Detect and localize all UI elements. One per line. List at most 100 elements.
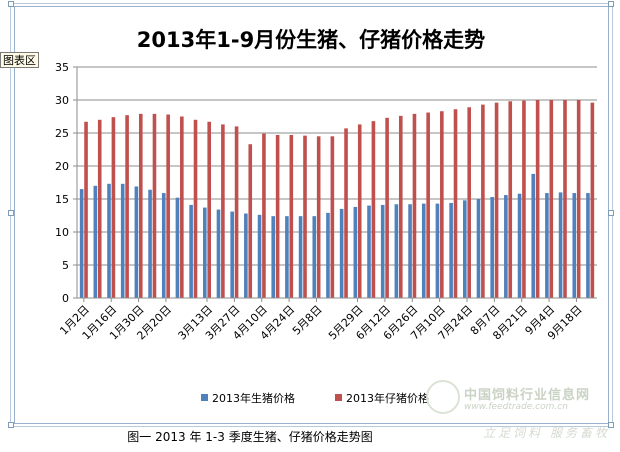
figure-caption: 图一 2013 年 1-3 季度生猪、仔猪价格走势图 bbox=[127, 430, 373, 444]
bar-live-pig[interactable] bbox=[120, 183, 125, 298]
bar-live-pig[interactable] bbox=[93, 185, 98, 298]
bar-piglet[interactable] bbox=[508, 101, 513, 298]
y-tick-label: 10 bbox=[55, 226, 69, 239]
bar-piglet[interactable] bbox=[125, 115, 129, 299]
resize-handle-bottom-left[interactable] bbox=[8, 422, 14, 428]
bar-live-pig[interactable] bbox=[517, 193, 522, 298]
bar-live-pig[interactable] bbox=[203, 207, 207, 298]
bar-live-pig[interactable] bbox=[449, 202, 453, 298]
bar-live-pig[interactable] bbox=[408, 204, 412, 298]
bar-live-pig[interactable] bbox=[367, 205, 371, 298]
bar-piglet[interactable] bbox=[166, 114, 170, 299]
bar-piglet[interactable] bbox=[563, 100, 567, 298]
bar-piglet[interactable] bbox=[549, 100, 554, 298]
chart-area-tooltip: 图表区 bbox=[0, 52, 39, 68]
bar-live-pig[interactable] bbox=[189, 204, 193, 298]
bar-piglet[interactable] bbox=[97, 119, 102, 298]
bar-piglet[interactable] bbox=[453, 109, 458, 299]
bar-piglet[interactable] bbox=[221, 124, 225, 298]
bar-live-pig[interactable] bbox=[134, 186, 139, 298]
bar-piglet[interactable] bbox=[481, 104, 485, 299]
bar-live-pig[interactable] bbox=[490, 197, 494, 298]
bar-live-pig[interactable] bbox=[531, 173, 536, 298]
resize-handle-bottom-right[interactable] bbox=[608, 422, 614, 428]
bar-piglet[interactable] bbox=[234, 126, 239, 299]
legend-label: 2013年生猪价格 bbox=[212, 391, 295, 405]
bar-live-pig[interactable] bbox=[244, 213, 248, 298]
bar-piglet[interactable] bbox=[193, 119, 198, 298]
resize-handle-top-left[interactable] bbox=[8, 1, 14, 7]
bar-live-pig[interactable] bbox=[230, 211, 234, 298]
chart-title: 2013年1-9月份生猪、仔猪价格走势 bbox=[137, 28, 485, 52]
bar-piglet[interactable] bbox=[330, 136, 335, 298]
bar-live-pig[interactable] bbox=[476, 199, 481, 298]
bar-live-pig[interactable] bbox=[545, 193, 549, 298]
y-axis: 0 5 10 15 20 25 30 35 bbox=[55, 61, 78, 305]
bar-piglet[interactable] bbox=[275, 134, 280, 298]
bar-live-pig[interactable] bbox=[216, 209, 221, 298]
bar-piglet[interactable] bbox=[207, 121, 211, 298]
bar-live-pig[interactable] bbox=[79, 189, 84, 298]
bar-piglet[interactable] bbox=[440, 111, 444, 298]
y-tick-label: 20 bbox=[55, 160, 69, 173]
bar-piglet[interactable] bbox=[398, 115, 403, 298]
bar-piglet[interactable] bbox=[111, 117, 116, 298]
chart-area[interactable]: 2013年1-9月份生猪、仔猪价格走势 0 5 10 15 20 25 30 35 1月2日 1… bbox=[14, 6, 609, 424]
resize-handle-top-right[interactable] bbox=[608, 1, 614, 7]
bar-piglet[interactable] bbox=[522, 100, 526, 298]
bar-live-pig[interactable] bbox=[271, 216, 276, 298]
bar-live-pig[interactable] bbox=[175, 197, 180, 298]
bar-piglet[interactable] bbox=[248, 144, 253, 298]
bar-live-pig[interactable] bbox=[572, 193, 577, 298]
bar-live-pig[interactable] bbox=[285, 216, 289, 298]
y-tick-label: 15 bbox=[55, 193, 69, 206]
bar-piglet[interactable] bbox=[303, 135, 307, 298]
resize-handle-right[interactable] bbox=[608, 210, 614, 216]
bar-piglet[interactable] bbox=[180, 116, 184, 299]
bar-piglet[interactable] bbox=[316, 136, 321, 298]
bar-live-pig[interactable] bbox=[558, 192, 563, 298]
bar-piglet[interactable] bbox=[535, 100, 540, 298]
y-tick-label: 25 bbox=[55, 127, 69, 140]
resize-handle-left[interactable] bbox=[8, 210, 14, 216]
bar-piglet[interactable] bbox=[385, 117, 389, 298]
x-tick-label: 5月8日 bbox=[290, 303, 325, 338]
bar-piglet[interactable] bbox=[412, 113, 417, 298]
legend[interactable]: 2013年生猪价格 2013年仔猪价格 bbox=[201, 391, 429, 405]
bar-piglet[interactable] bbox=[371, 121, 376, 299]
bar-piglet[interactable] bbox=[289, 134, 294, 298]
bar-live-pig[interactable] bbox=[463, 200, 467, 298]
bar-live-pig[interactable] bbox=[380, 204, 385, 298]
bar-live-pig[interactable] bbox=[161, 193, 166, 298]
bar-live-pig[interactable] bbox=[312, 216, 317, 298]
legend-swatch bbox=[201, 394, 208, 401]
bar-piglet[interactable] bbox=[138, 113, 143, 298]
bar-piglet[interactable] bbox=[262, 133, 266, 298]
chart-svg: 2013年1-9月份生猪、仔猪价格走势 0 5 10 15 20 25 30 35 1月2日1… bbox=[55, 28, 597, 405]
legend-label: 2013年仔猪价格 bbox=[346, 391, 429, 405]
bar-piglet[interactable] bbox=[494, 102, 499, 298]
bar-live-pig[interactable] bbox=[586, 193, 590, 298]
bar-live-pig[interactable] bbox=[339, 208, 344, 298]
bar-live-pig[interactable] bbox=[421, 203, 426, 298]
bar-live-pig[interactable] bbox=[107, 183, 111, 298]
bar-piglet[interactable] bbox=[590, 102, 595, 298]
bar-piglet[interactable] bbox=[467, 107, 471, 298]
bar-piglet[interactable] bbox=[426, 112, 430, 298]
bar-piglet[interactable] bbox=[344, 128, 348, 298]
bars bbox=[79, 100, 595, 299]
bar-live-pig[interactable] bbox=[435, 203, 440, 298]
bar-live-pig[interactable] bbox=[504, 195, 508, 298]
bar-piglet[interactable] bbox=[152, 113, 157, 298]
bar-piglet[interactable] bbox=[84, 121, 88, 298]
bar-piglet[interactable] bbox=[357, 124, 362, 298]
y-tick-label: 35 bbox=[55, 61, 69, 74]
bar-live-pig[interactable] bbox=[148, 189, 152, 298]
bar-piglet[interactable] bbox=[576, 100, 581, 298]
bar-live-pig[interactable] bbox=[353, 206, 358, 298]
bar-live-pig[interactable] bbox=[326, 212, 330, 298]
bar-live-pig[interactable] bbox=[257, 214, 262, 298]
bar-live-pig[interactable] bbox=[298, 216, 303, 298]
bar-live-pig[interactable] bbox=[394, 204, 399, 298]
